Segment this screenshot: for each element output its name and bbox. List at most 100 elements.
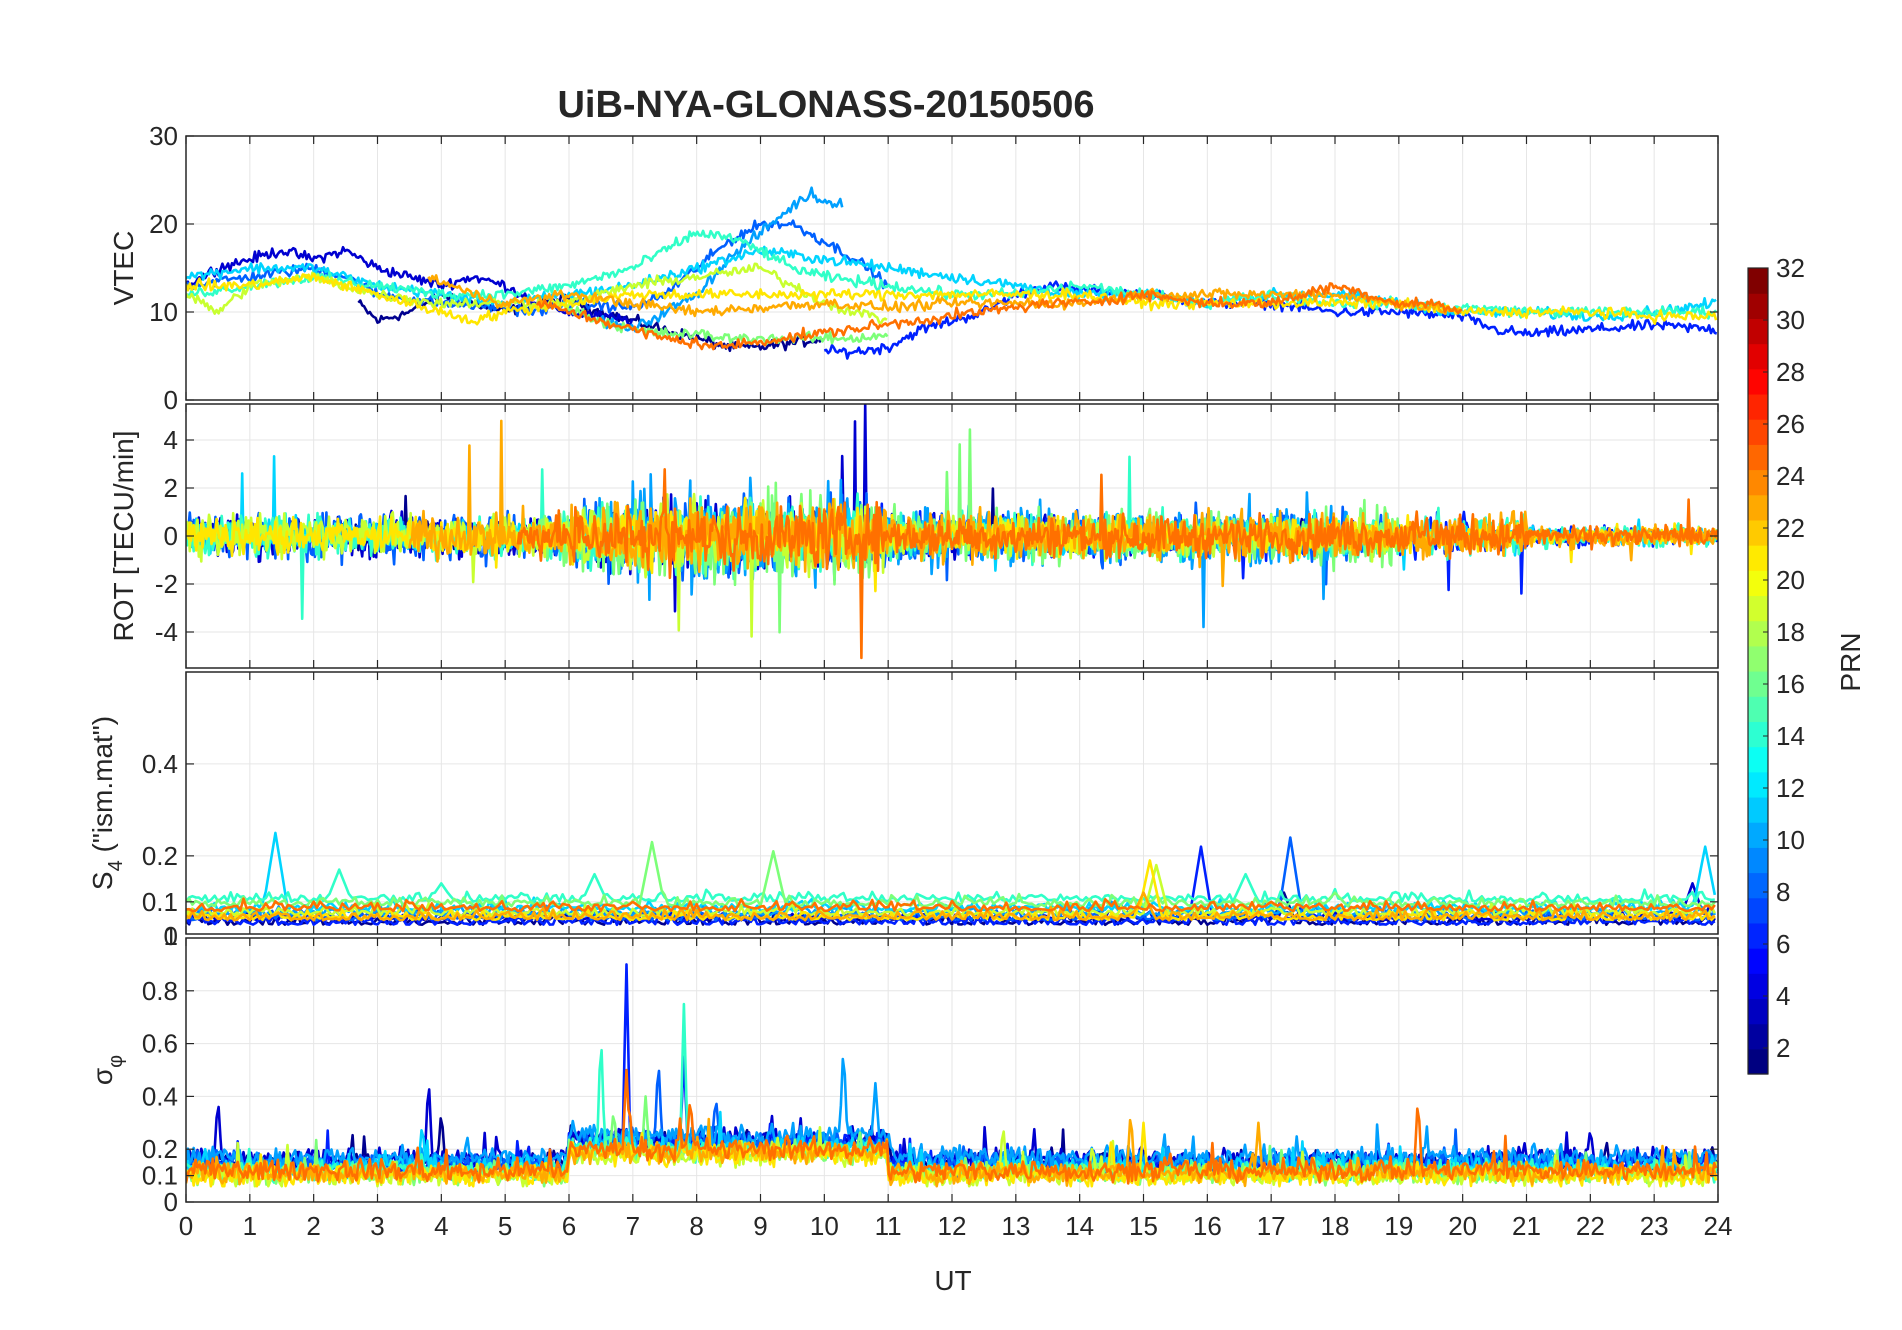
colorbar-swatch	[1748, 847, 1768, 874]
x-tick-label: 12	[938, 1211, 967, 1241]
x-tick-label: 20	[1448, 1211, 1477, 1241]
series-prn-9-sigma	[186, 1057, 1718, 1172]
colorbar-tick-label: 32	[1776, 253, 1805, 283]
colorbar-swatch	[1748, 1048, 1768, 1075]
series-prn-14-s4	[186, 868, 1715, 904]
colorbar-swatch	[1748, 645, 1768, 672]
series-prn-24-s4	[186, 897, 1716, 913]
colorbar-swatch	[1748, 620, 1768, 647]
y-axis-label-vtec: VTEC	[108, 231, 139, 306]
s4-bottom-label: 1	[164, 921, 178, 951]
x-tick-label: 19	[1384, 1211, 1413, 1241]
x-tick-label: 22	[1576, 1211, 1605, 1241]
y-label-rest: ("ism.mat")	[87, 716, 118, 860]
panel-s4: 0.1 0.2 0.4 S4 ("ism.mat")	[87, 671, 1719, 935]
x-tick-label: 9	[753, 1211, 767, 1241]
colorbar-tick-label: 2	[1776, 1033, 1790, 1063]
series-prn-3-vtec	[186, 245, 634, 327]
colorbar-swatch	[1748, 293, 1768, 319]
y-tick-label: 0.4	[142, 1081, 178, 1111]
panel-vtec: 0 10 20 30 VTEC	[108, 121, 1719, 415]
x-tick-label: 15	[1129, 1211, 1158, 1241]
x-tick-label: 3	[370, 1211, 384, 1241]
x-tick-label: 23	[1640, 1211, 1669, 1241]
colorbar-tick-label: 28	[1776, 357, 1805, 387]
colorbar-swatch	[1748, 922, 1768, 949]
colorbar-tick-label: 8	[1776, 877, 1790, 907]
y-tick-label: 10	[149, 297, 178, 327]
series-prn-24-sigma	[186, 1068, 1718, 1185]
x-tick-label: 1	[243, 1211, 257, 1241]
y-tick-label: -4	[155, 617, 178, 647]
y-tick-label: 0	[164, 385, 178, 415]
colorbar-frame	[1747, 267, 1769, 1075]
y-label-sub: φ	[105, 1055, 127, 1068]
colorbar-tick-label: 4	[1776, 981, 1790, 1011]
colorbar-swatch	[1748, 368, 1768, 395]
x-tick-label: 17	[1257, 1211, 1286, 1241]
x-tick-label: 14	[1065, 1211, 1094, 1241]
colorbar-swatch	[1748, 570, 1768, 597]
x-tick-label: 0	[179, 1211, 193, 1241]
x-tick-label: 8	[689, 1211, 703, 1241]
y-tick-label: 2	[164, 473, 178, 503]
colorbar-tick-label: 22	[1776, 513, 1805, 543]
x-tick-label: 7	[626, 1211, 640, 1241]
colorbar-swatch	[1748, 318, 1768, 345]
colorbar-swatch	[1748, 419, 1768, 445]
x-axis-label: UT	[934, 1265, 971, 1296]
colorbar-swatch	[1748, 721, 1768, 748]
y-tick-label: 20	[149, 209, 178, 239]
y-tick-label: 0.1	[142, 1161, 178, 1191]
series-group-rot	[186, 404, 1718, 660]
colorbar-swatch	[1748, 746, 1768, 773]
s4-bottom-label: 0	[164, 921, 178, 951]
colorbar-swatch	[1748, 998, 1768, 1025]
colorbar-swatch	[1748, 343, 1768, 370]
x-tick-label: 10	[810, 1211, 839, 1241]
series-prn-5-vtec	[823, 280, 1718, 360]
series-group-sigma	[186, 963, 1718, 1188]
colorbar-swatch	[1748, 393, 1768, 420]
colorbar-tick-label: 20	[1776, 565, 1805, 595]
x-axis-ticks: 0 1 2 3 4 5 6 7 8 9 10 11 12 13 14 15 16 17 18 19 20 21 22 23 24	[179, 1211, 1733, 1241]
x-tick-label: 2	[306, 1211, 320, 1241]
y-axis-label-rot: ROT [TECU/min]	[108, 430, 139, 641]
colorbar-swatch	[1748, 771, 1768, 798]
colorbar-swatch	[1748, 595, 1768, 622]
x-tick-label: 13	[1001, 1211, 1030, 1241]
series-group-vtec	[186, 186, 1718, 360]
colorbar-swatch	[1748, 796, 1768, 823]
series-prn-11-s4	[186, 831, 1717, 913]
x-tick-label: 6	[562, 1211, 576, 1241]
colorbar-swatch	[1748, 822, 1768, 848]
y-label-main: σ	[87, 1068, 118, 1085]
colorbar-tick-label: 10	[1776, 825, 1805, 855]
y-tick-label: 30	[149, 121, 178, 151]
colorbar-swatch	[1748, 872, 1768, 899]
series-prn-1-s4	[186, 891, 1716, 927]
panel-sigma: 00.10.2 0.4 0.6 0.8 σφ	[87, 937, 1719, 1217]
colorbar-tick-label: 24	[1776, 461, 1805, 491]
colorbar-tick-label: 6	[1776, 929, 1790, 959]
x-tick-label: 4	[434, 1211, 448, 1241]
series-prn-22-s4	[186, 891, 1716, 922]
panel-rot: -4 -2 0 2 4 ROT [TECU/min]	[108, 403, 1719, 669]
y-tick-label: 0.2	[142, 841, 178, 871]
x-tick-label: 24	[1704, 1211, 1733, 1241]
colorbar-swatch	[1748, 469, 1768, 496]
colorbar-tick-label: 12	[1776, 773, 1805, 803]
y-axis-label-sigma: σφ	[87, 1055, 127, 1085]
y-label-main: S	[87, 871, 118, 890]
colorbar-swatch	[1748, 1023, 1768, 1050]
chart-title: UiB-NYA-GLONASS-20150506	[557, 84, 1094, 126]
y-tick-label: 0.6	[142, 1029, 178, 1059]
y-tick-label: 4	[164, 425, 178, 455]
x-tick-label: 16	[1193, 1211, 1222, 1241]
x-tick-label: 11	[875, 1211, 902, 1241]
y-tick-label: 0	[164, 521, 178, 551]
y-label-sub: 4	[105, 860, 127, 871]
